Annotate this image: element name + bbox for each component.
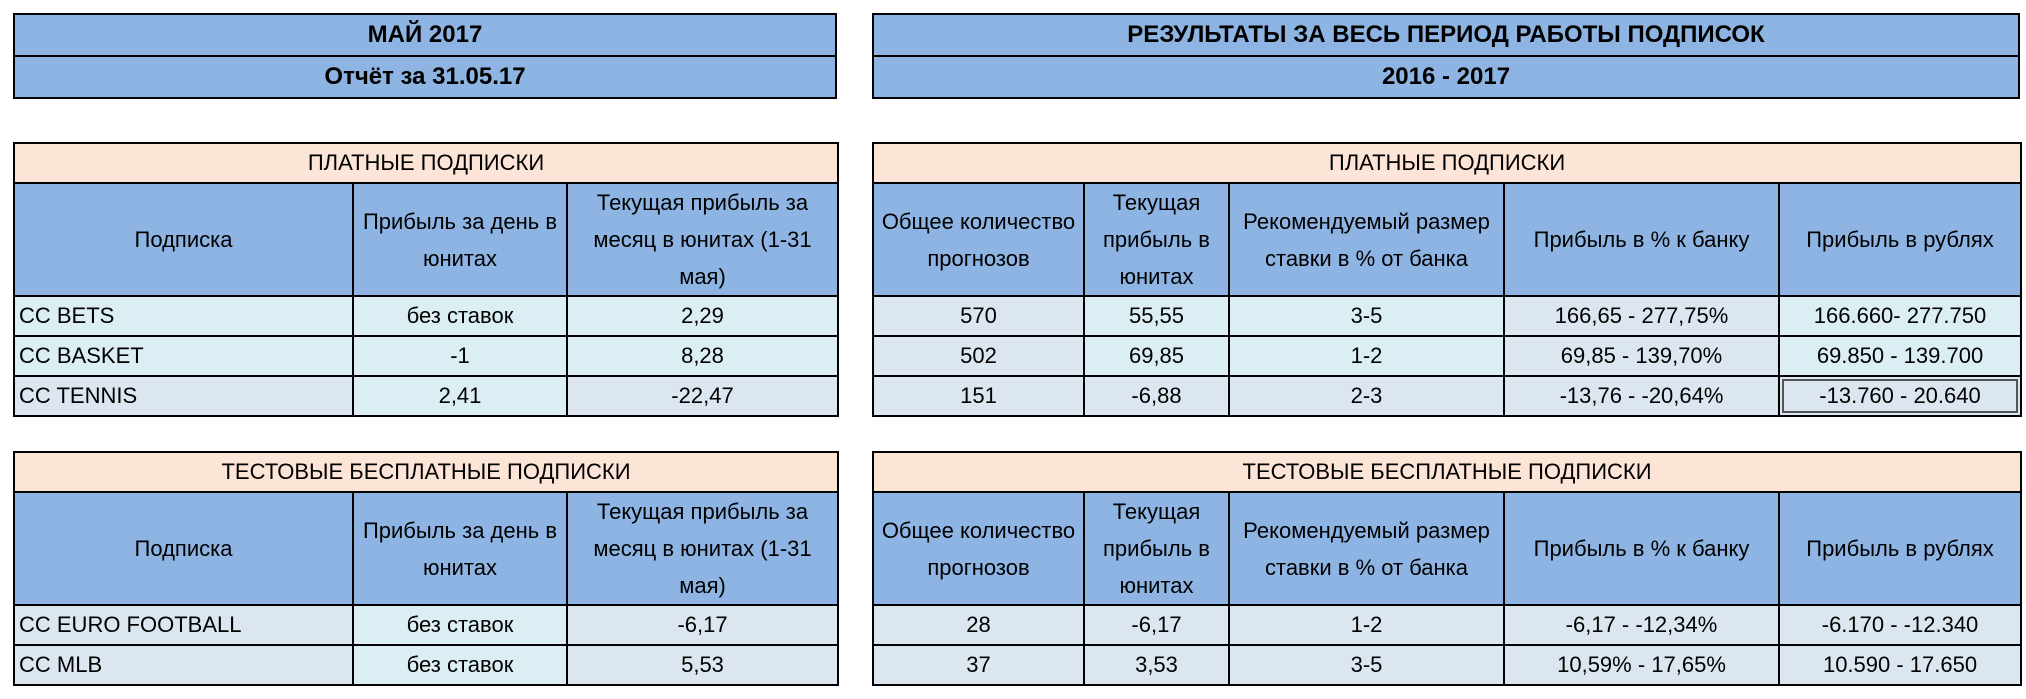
month-profit: -22,47 xyxy=(566,375,839,417)
subscription-name: CC EURO FOOTBALL xyxy=(13,604,354,646)
total-forecasts: 151 xyxy=(872,375,1085,417)
section-title: ПЛАТНЫЕ ПОДПИСКИ xyxy=(13,142,839,184)
units-profit: 55,55 xyxy=(1083,295,1230,337)
report-date: Отчёт за 31.05.17 xyxy=(13,55,837,99)
table-row: 502 69,85 1-2 69,85 - 139,70% 69.850 - 1… xyxy=(872,335,2023,377)
free-month-table: ТЕСТОВЫЕ БЕСПЛАТНЫЕ ПОДПИСКИ Подписка Пр… xyxy=(12,451,840,686)
bank-percent: 166,65 - 277,75% xyxy=(1503,295,1780,337)
subscription-name: CC BETS xyxy=(13,295,354,337)
stake-size: 3-5 xyxy=(1228,295,1505,337)
paid-period-table: ПЛАТНЫЕ ПОДПИСКИ Общее количество прогно… xyxy=(871,142,2023,417)
col-header: Общее количество прогнозов xyxy=(872,182,1085,297)
stake-size: 2-3 xyxy=(1228,375,1505,417)
table-row: CC BASKET -1 8,28 xyxy=(13,335,839,377)
period-results-header: РЕЗУЛЬТАТЫ ЗА ВЕСЬ ПЕРИОД РАБОТЫ ПОДПИСО… xyxy=(872,13,2020,99)
rub-profit: -6.170 - -12.340 xyxy=(1777,604,2023,646)
rub-profit[interactable]: -13.760 - 20.640 xyxy=(1777,375,2023,417)
table-row: 37 3,53 3-5 10,59% - 17,65% 10.590 - 17.… xyxy=(872,644,2023,686)
day-profit: -1 xyxy=(352,335,568,377)
col-header: Прибыль за день в юнитах xyxy=(352,491,568,606)
col-header: Текущая прибыль за месяц в юнитах (1-31 … xyxy=(566,182,839,297)
table-row: 28 -6,17 1-2 -6,17 - -12,34% -6.170 - -1… xyxy=(872,604,2023,646)
rub-profit: 10.590 - 17.650 xyxy=(1777,644,2023,686)
bank-percent: 10,59% - 17,65% xyxy=(1503,644,1780,686)
col-header: Подписка xyxy=(13,182,354,297)
table-row: 570 55,55 3-5 166,65 - 277,75% 166.660- … xyxy=(872,295,2023,337)
period-title: РЕЗУЛЬТАТЫ ЗА ВЕСЬ ПЕРИОД РАБОТЫ ПОДПИСО… xyxy=(872,13,2020,57)
subscription-name: CC MLB xyxy=(13,644,354,686)
col-header: Прибыль в рублях xyxy=(1777,491,2023,606)
month-profit: 8,28 xyxy=(566,335,839,377)
bank-percent: 69,85 - 139,70% xyxy=(1503,335,1780,377)
section-title: ПЛАТНЫЕ ПОДПИСКИ xyxy=(871,142,2023,184)
col-header: Рекомендуемый размер ставки в % от банка xyxy=(1228,491,1505,606)
day-profit: без ставок xyxy=(352,604,568,646)
table-row: CC MLB без ставок 5,53 xyxy=(13,644,840,686)
bank-percent: -6,17 - -12,34% xyxy=(1503,604,1780,646)
day-profit: без ставок xyxy=(352,644,568,686)
free-period-table: ТЕСТОВЫЕ БЕСПЛАТНЫЕ ПОДПИСКИ Общее колич… xyxy=(871,451,2023,686)
day-profit: 2,41 xyxy=(352,375,568,417)
day-profit: без ставок xyxy=(352,295,568,337)
total-forecasts: 502 xyxy=(872,335,1085,377)
table-row: CC TENNIS 2,41 -22,47 xyxy=(13,375,839,417)
col-header: Текущая прибыль в юнитах xyxy=(1083,182,1230,297)
col-header: Текущая прибыль за месяц в юнитах (1-31 … xyxy=(565,491,840,606)
units-profit: -6,17 xyxy=(1083,604,1230,646)
paid-month-table: ПЛАТНЫЕ ПОДПИСКИ Подписка Прибыль за ден… xyxy=(13,142,839,417)
total-forecasts: 37 xyxy=(872,644,1085,686)
rub-profit: 166.660- 277.750 xyxy=(1777,295,2023,337)
col-header: Прибыль в % к банку xyxy=(1503,491,1780,606)
subscription-name: CC TENNIS xyxy=(13,375,354,417)
col-header: Общее количество прогнозов xyxy=(872,491,1085,606)
col-header: Прибыль за день в юнитах xyxy=(352,182,568,297)
month-profit: 2,29 xyxy=(566,295,839,337)
units-profit: -6,88 xyxy=(1083,375,1230,417)
month-profit: -6,17 xyxy=(565,604,840,646)
period-years: 2016 - 2017 xyxy=(872,55,2020,99)
units-profit: 3,53 xyxy=(1083,644,1230,686)
total-forecasts: 28 xyxy=(872,604,1085,646)
stake-size: 1-2 xyxy=(1228,335,1505,377)
stake-size: 3-5 xyxy=(1228,644,1505,686)
table-row: CC BETS без ставок 2,29 xyxy=(13,295,839,337)
col-header: Рекомендуемый размер ставки в % от банка xyxy=(1228,182,1505,297)
col-header: Прибыль в % к банку xyxy=(1503,182,1780,297)
total-forecasts: 570 xyxy=(872,295,1085,337)
col-header: Подписка xyxy=(13,491,354,606)
subscription-name: CC BASKET xyxy=(13,335,354,377)
bank-percent: -13,76 - -20,64% xyxy=(1503,375,1780,417)
stake-size: 1-2 xyxy=(1228,604,1505,646)
section-title: ТЕСТОВЫЕ БЕСПЛАТНЫЕ ПОДПИСКИ xyxy=(871,451,2023,493)
month-report-header: МАЙ 2017 Отчёт за 31.05.17 xyxy=(13,13,837,99)
units-profit: 69,85 xyxy=(1083,335,1230,377)
col-header: Прибыль в рублях xyxy=(1777,182,2023,297)
month-profit: 5,53 xyxy=(565,644,840,686)
section-title: ТЕСТОВЫЕ БЕСПЛАТНЫЕ ПОДПИСКИ xyxy=(12,451,840,493)
col-header: Текущая прибыль в юнитах xyxy=(1083,491,1230,606)
table-row: 151 -6,88 2-3 -13,76 - -20,64% -13.760 -… xyxy=(872,375,2023,417)
month-title: МАЙ 2017 xyxy=(13,13,837,57)
table-row: CC EURO FOOTBALL без ставок -6,17 xyxy=(13,604,840,646)
rub-profit: 69.850 - 139.700 xyxy=(1777,335,2023,377)
